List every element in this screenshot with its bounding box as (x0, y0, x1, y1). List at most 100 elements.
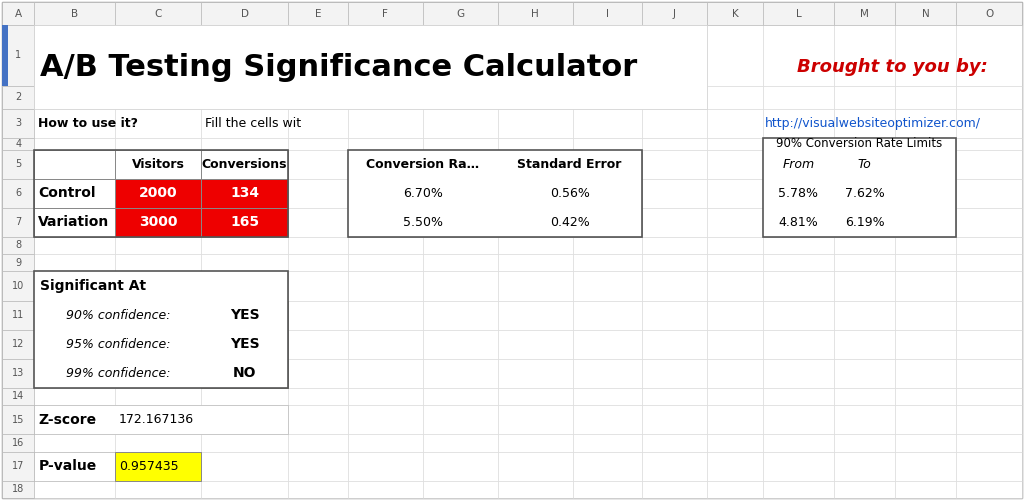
Bar (895, 150, 956, 178)
Bar (572, 452, 642, 480)
Bar (956, 86, 1022, 109)
Bar (763, 254, 835, 272)
Text: 2: 2 (15, 92, 22, 102)
Text: 11: 11 (12, 310, 25, 320)
Bar (115, 388, 202, 405)
Bar (115, 208, 202, 236)
Bar (202, 358, 288, 388)
Bar (835, 330, 895, 358)
Bar (34, 358, 115, 388)
Bar (423, 254, 498, 272)
Bar (34, 300, 202, 330)
Bar (835, 358, 895, 388)
Bar (498, 150, 642, 178)
Bar (348, 86, 423, 109)
Bar (708, 138, 763, 149)
Bar (348, 388, 423, 405)
Bar (642, 388, 708, 405)
Bar (708, 300, 763, 330)
Text: 3000: 3000 (139, 215, 177, 229)
Bar (115, 452, 202, 480)
Bar (348, 330, 423, 358)
Bar (202, 236, 288, 254)
Bar (642, 254, 708, 272)
Text: Significant At: Significant At (40, 279, 146, 293)
Bar (288, 452, 348, 480)
Bar (115, 178, 202, 208)
Bar (34, 25, 115, 86)
Text: Control: Control (38, 186, 96, 200)
Text: 134: 134 (230, 186, 259, 200)
Bar (2, 150, 34, 178)
Bar (763, 178, 956, 208)
Bar (423, 330, 498, 358)
Bar (423, 388, 498, 405)
Bar (572, 2, 642, 25)
Bar (956, 254, 1022, 272)
Bar (423, 434, 498, 452)
Bar (835, 300, 895, 330)
Bar (895, 480, 956, 498)
Bar (348, 405, 423, 434)
Bar (956, 300, 1022, 330)
Bar (2, 109, 34, 138)
Bar (423, 25, 498, 86)
Bar (956, 25, 1022, 86)
Text: Z-score: Z-score (38, 412, 96, 426)
Bar (115, 434, 202, 452)
Text: Brought to you by:: Brought to you by: (797, 58, 988, 76)
Bar (708, 272, 763, 300)
Bar (202, 358, 288, 388)
Text: 18: 18 (12, 484, 25, 494)
Bar (708, 452, 763, 480)
Bar (572, 300, 642, 330)
Bar (895, 358, 956, 388)
Bar (895, 86, 956, 109)
Text: K: K (731, 8, 738, 18)
Bar (2, 405, 34, 434)
Text: YES: YES (229, 337, 259, 351)
Bar (835, 150, 895, 178)
Bar (895, 272, 956, 300)
Bar (348, 138, 423, 149)
Bar (202, 25, 288, 86)
Bar (288, 254, 348, 272)
Bar (423, 236, 498, 254)
Bar (423, 208, 498, 236)
Bar (498, 480, 572, 498)
Bar (34, 272, 288, 300)
Bar (202, 86, 288, 109)
Bar (34, 178, 115, 208)
Bar (202, 208, 288, 236)
Bar (115, 300, 202, 330)
Text: C: C (155, 8, 162, 18)
Bar (642, 208, 708, 236)
Text: Conversion Ra…: Conversion Ra… (367, 158, 479, 170)
Bar (288, 150, 348, 178)
Bar (34, 208, 115, 236)
Bar (288, 300, 348, 330)
Bar (642, 138, 708, 149)
Bar (763, 86, 835, 109)
Text: 172.167136: 172.167136 (119, 413, 195, 426)
Bar (956, 178, 1022, 208)
Bar (115, 272, 202, 300)
Text: 0.957435: 0.957435 (119, 460, 178, 472)
Text: 2000: 2000 (139, 186, 177, 200)
Bar (202, 178, 288, 208)
Bar (835, 452, 895, 480)
Bar (34, 272, 288, 388)
Bar (423, 178, 498, 208)
Bar (763, 138, 956, 149)
Bar (708, 480, 763, 498)
Bar (202, 330, 288, 358)
Bar (498, 109, 572, 138)
Text: 10: 10 (12, 281, 25, 291)
Bar (348, 236, 423, 254)
Bar (498, 254, 572, 272)
Bar (34, 150, 115, 178)
Bar (115, 86, 202, 109)
Bar (572, 330, 642, 358)
Bar (288, 480, 348, 498)
Bar (34, 109, 115, 138)
